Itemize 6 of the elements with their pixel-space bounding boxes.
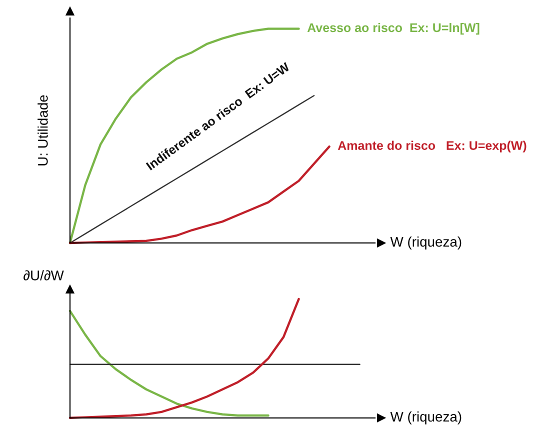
y-axis-title: ∂U/∂W [24, 270, 64, 280]
y-axis-title: U: Utilidade [38, 95, 48, 166]
series-label: Avesso ao risco Ex: U=ln[W] [307, 22, 480, 35]
series-label: Amante do risco Ex: U=exp(W) [338, 140, 526, 152]
x-axis-title: W (riqueza) [390, 411, 462, 424]
x-axis-title: W (riqueza) [390, 236, 462, 250]
